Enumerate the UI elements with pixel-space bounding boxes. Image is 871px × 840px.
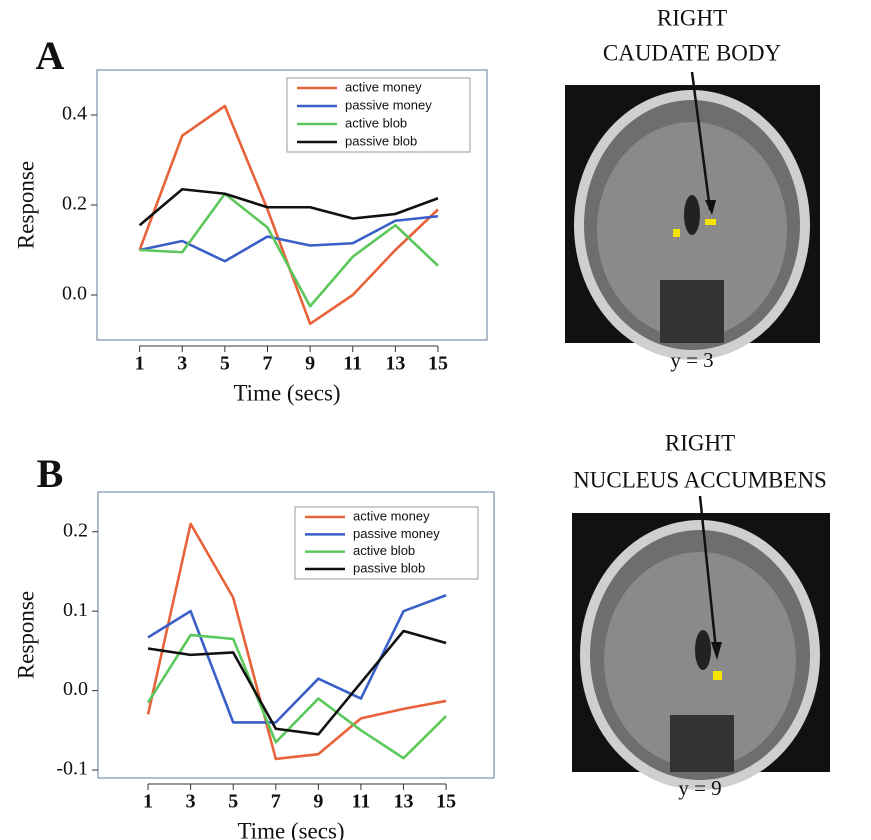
series-line: [148, 595, 446, 722]
y-tick-label: 0.0: [62, 283, 87, 305]
x-tick-label: 13: [394, 791, 414, 813]
x-tick-label: 1: [135, 353, 145, 375]
brain-image: [565, 72, 820, 360]
region-label: RIGHT: [665, 430, 735, 455]
series-line: [140, 189, 438, 225]
legend-label: active money: [353, 508, 430, 523]
legend-label: active money: [345, 79, 422, 94]
x-tick-label: 9: [305, 353, 315, 375]
x-tick-label: 11: [351, 791, 370, 813]
y-tick-label: -0.1: [56, 758, 88, 780]
legend-label: active blob: [353, 543, 415, 558]
x-axis-label: Time (secs): [233, 380, 340, 405]
legend-label: passive blob: [353, 560, 425, 575]
y-tick-label: 0.4: [62, 103, 87, 125]
x-tick-label: 13: [385, 353, 405, 375]
series-line: [140, 216, 438, 261]
x-tick-label: 9: [313, 791, 323, 813]
y-tick-label: 0.2: [63, 519, 88, 541]
x-tick-label: 15: [436, 791, 456, 813]
legend-label: passive blob: [345, 133, 417, 148]
y-tick-label: 0.0: [63, 678, 88, 700]
page: {"panels": [ {"label": "A", "region": ["…: [0, 0, 871, 840]
panel-letter: A: [36, 33, 65, 78]
y-tick-label: 0.1: [63, 599, 88, 621]
x-tick-label: 11: [343, 353, 362, 375]
x-tick-label: 3: [177, 353, 187, 375]
x-axis-label: Time (secs): [237, 818, 344, 840]
region-label: CAUDATE BODY: [603, 40, 782, 65]
x-tick-label: 15: [428, 353, 448, 375]
y-tick-label: 0.2: [62, 193, 87, 215]
x-tick-label: 7: [262, 353, 272, 375]
y-axis-label: Response: [13, 161, 38, 249]
region-label: RIGHT: [657, 5, 727, 30]
region-label: NUCLEUS ACCUMBENS: [573, 467, 827, 492]
x-tick-label: 5: [220, 353, 230, 375]
legend-label: active blob: [345, 115, 407, 130]
x-tick-label: 7: [271, 791, 281, 813]
slice-label: y = 3: [670, 348, 713, 372]
y-axis-label: Response: [13, 591, 38, 679]
x-tick-label: 5: [228, 791, 238, 813]
series-line: [140, 194, 438, 307]
legend-label: passive money: [353, 526, 440, 541]
panel-letter: B: [37, 451, 64, 496]
x-tick-label: 1: [143, 791, 153, 813]
x-tick-label: 3: [186, 791, 196, 813]
slice-label: y = 9: [678, 776, 721, 800]
figure: A RIGHT CAUDATE BODY y = 3 B RIGHT NUCLEUS ACC…: [0, 0, 871, 840]
legend-label: passive money: [345, 97, 432, 112]
brain-image: [572, 496, 830, 790]
